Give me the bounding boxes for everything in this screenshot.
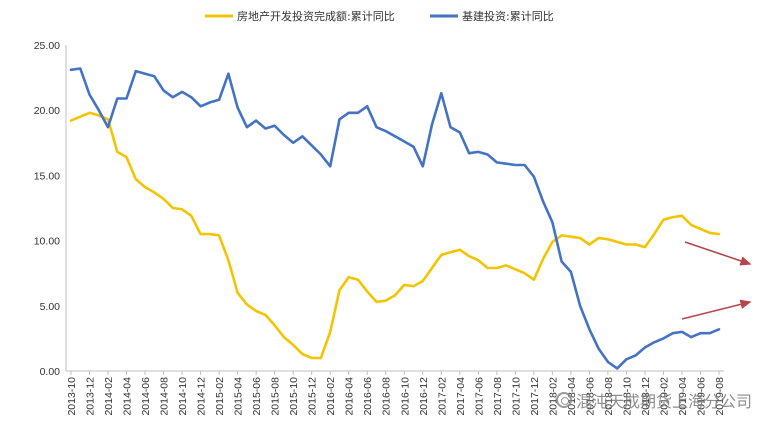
x-tick-label: 2016-08	[381, 377, 393, 416]
y-tick-label: 0.00	[40, 366, 61, 378]
x-tick-label: 2014-04	[122, 377, 134, 416]
x-tick-label: 2014-08	[159, 377, 171, 416]
x-tick-label: 2016-12	[418, 377, 430, 416]
x-tick-label: 2014-10	[177, 377, 189, 416]
x-tick-label: 2019-02	[658, 377, 670, 416]
x-tick-label: 2017-12	[529, 377, 541, 416]
x-tick-label: 2018-10	[621, 377, 633, 416]
x-tick-label: 2018-12	[640, 377, 652, 416]
x-tick-label: 2017-08	[492, 377, 504, 416]
trend-arrow-down-right	[684, 241, 752, 266]
x-tick-label: 2019-06	[695, 377, 707, 416]
x-axis: 2013-10 2013-12 2014-02 2014-04 2014-06 2014-…	[66, 370, 726, 416]
x-tick-label: 2015-04	[233, 377, 245, 416]
x-tick-label: 2015-10	[288, 377, 300, 416]
watermark-text: 混沌天成期货上海分公司	[575, 392, 752, 411]
y-tick-label: 15.00	[34, 170, 60, 182]
x-tick-label: 2017-06	[473, 377, 485, 416]
x-tick-label: 2018-02	[547, 377, 559, 416]
y-tick-label: 20.00	[34, 105, 60, 117]
x-tick-label: 2014-12	[196, 377, 208, 416]
x-tick-label: 2013-10	[66, 377, 78, 416]
x-tick-label: 2016-02	[325, 377, 337, 416]
legend: 房地产开发投资完成额:累计同比 基建投资:累计同比	[205, 9, 554, 23]
y-tick-label: 5.00	[40, 301, 61, 313]
x-tick-label: 2014-02	[103, 377, 115, 416]
x-tick-label: 2017-04	[455, 377, 467, 416]
watermark: 混沌天成期货上海分公司	[555, 388, 752, 412]
wechat-icon	[555, 392, 572, 408]
x-tick-label: 2017-02	[436, 377, 448, 416]
series-line-2	[69, 67, 721, 370]
y-tick-label: 10.00	[34, 236, 60, 248]
series-layer	[69, 67, 721, 370]
x-tick-label: 2015-06	[251, 377, 263, 416]
legend-label-2: 基建投资:累计同比	[462, 9, 554, 23]
x-tick-label: 2014-06	[140, 377, 152, 416]
y-tick-label: 25.00	[34, 40, 60, 52]
annotation-layer	[681, 241, 752, 320]
legend-label-1: 房地产开发投资完成额:累计同比	[237, 9, 395, 23]
x-tick-label: 2017-10	[510, 377, 522, 416]
x-tick-label: 2016-10	[399, 377, 411, 416]
x-tick-label: 2015-08	[270, 377, 282, 416]
x-tick-label: 2018-08	[603, 377, 615, 416]
x-tick-label: 2015-12	[307, 377, 319, 416]
x-tick-label: 2016-06	[362, 377, 374, 416]
x-tick-label: 2018-06	[584, 377, 596, 416]
x-tick-label: 2019-08	[714, 377, 726, 416]
y-axis: 0.00 5.00 10.00 15.00 20.00 25.00	[34, 40, 67, 378]
trend-arrow-up-right	[681, 299, 752, 320]
x-tick-label: 2013-12	[85, 377, 97, 416]
x-tick-label: 2015-02	[214, 377, 226, 416]
series-line-1	[69, 111, 721, 360]
x-tick-label: 2016-04	[344, 377, 356, 416]
x-tick-label: 2019-04	[677, 377, 689, 416]
